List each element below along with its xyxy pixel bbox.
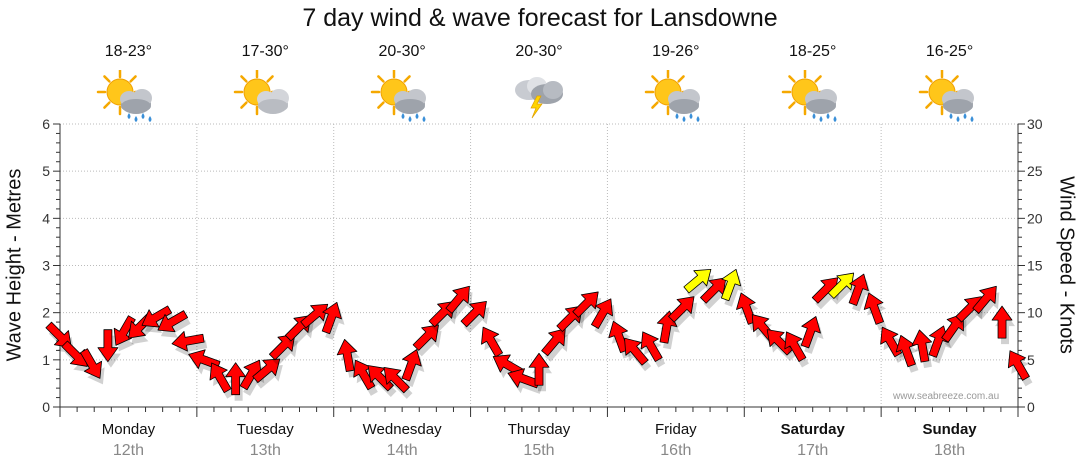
wind-arrow — [895, 334, 916, 368]
right-tick-label: 25 — [1027, 163, 1043, 179]
wind-arrow — [460, 300, 487, 328]
left-tick-label: 6 — [42, 116, 50, 132]
wind-arrow — [445, 285, 470, 314]
day-date: 12th — [112, 442, 144, 459]
wind-arrow — [481, 326, 503, 358]
left-tick-label: 2 — [42, 305, 50, 321]
day-name: Wednesday — [362, 421, 442, 438]
wind-arrow — [991, 305, 1013, 339]
watermark: www.seabreeze.com.au — [893, 391, 1000, 402]
sun-cloud-rain-icon — [781, 68, 845, 124]
wind-arrow — [336, 338, 358, 372]
wind-arrow — [624, 337, 649, 366]
sun-cloud-rain-icon — [644, 68, 708, 124]
chart-title: 7 day wind & wave forecast for Lansdowne — [302, 4, 778, 32]
wind-arrow — [572, 291, 599, 318]
wind-arrow — [1007, 350, 1030, 381]
wind-arrow — [972, 285, 997, 314]
day-name: Friday — [655, 421, 697, 438]
day-date: 15th — [523, 442, 555, 459]
wind-arrow — [239, 359, 262, 391]
sun-cloud-rain-icon — [918, 68, 982, 124]
wind-arrow — [720, 268, 742, 302]
day-date: 17th — [797, 442, 829, 459]
wind-arrow — [171, 331, 205, 352]
temperature-label: 17-30° — [241, 43, 289, 60]
wind-arrows — [45, 268, 1033, 401]
wind-arrow — [209, 362, 232, 394]
wind-arrow — [225, 362, 247, 396]
storm-cloud-icon — [507, 70, 571, 124]
temperature-label: 19-26° — [652, 43, 700, 60]
right-tick-label: 10 — [1027, 305, 1043, 321]
wind-arrow — [268, 333, 296, 361]
day-name: Tuesday — [236, 421, 294, 438]
left-tick-label: 0 — [42, 399, 50, 415]
right-tick-label: 5 — [1027, 352, 1035, 368]
wind-arrow — [97, 329, 119, 363]
temperature-label: 18-23° — [104, 43, 153, 60]
day-name: Sunday — [922, 421, 977, 438]
wind-arrow — [848, 273, 869, 306]
right-axis-label: Wind Speed - Knots — [1055, 176, 1078, 354]
temperature-label: 16-25° — [925, 43, 974, 60]
right-tick-label: 30 — [1027, 116, 1043, 132]
wind-arrow — [668, 296, 695, 323]
day-name: Monday — [101, 421, 156, 438]
left-tick-label: 4 — [42, 210, 50, 226]
wind-arrow — [800, 316, 821, 349]
wind-arrow — [141, 305, 173, 328]
wind-arrow — [784, 331, 807, 362]
sun-cloud-icon — [233, 68, 297, 124]
wind-arrow — [863, 292, 884, 325]
temperature-label: 20-30° — [515, 43, 563, 60]
wind-arrow — [321, 301, 342, 335]
wind-arrow — [941, 313, 964, 343]
sun-cloud-rain-icon — [370, 68, 434, 124]
temperature-label: 18-25° — [789, 43, 837, 60]
wind-arrow — [401, 349, 422, 382]
right-tick-label: 15 — [1027, 258, 1043, 274]
wind-arrow — [640, 331, 663, 362]
left-tick-label: 3 — [42, 258, 50, 274]
temperature-label: 20-30° — [378, 43, 426, 60]
wind-arrow — [383, 366, 410, 394]
wind-arrow — [157, 310, 189, 333]
wind-arrow — [412, 324, 439, 351]
left-tick-label: 5 — [42, 163, 50, 179]
right-tick-label: 0 — [1027, 399, 1035, 415]
wind-arrow — [683, 268, 712, 294]
left-tick-label: 1 — [42, 352, 50, 368]
wind-arrow — [252, 358, 281, 384]
left-axis-label: Wave Height - Metres — [3, 168, 26, 362]
day-name: Saturday — [780, 421, 845, 438]
day-date: 14th — [386, 442, 418, 459]
sun-cloud-rain-icon — [96, 68, 160, 124]
day-date: 13th — [249, 442, 281, 459]
wind-arrow — [528, 352, 550, 386]
wind-arrow — [591, 298, 613, 329]
wind-arrow — [700, 277, 727, 304]
day-name: Thursday — [507, 421, 571, 438]
day-date: 16th — [660, 442, 692, 459]
right-tick-label: 20 — [1027, 210, 1043, 226]
wind-arrow — [541, 328, 566, 357]
day-date: 18th — [933, 442, 966, 459]
wind-arrow — [911, 329, 933, 363]
wind-arrow — [80, 348, 102, 379]
